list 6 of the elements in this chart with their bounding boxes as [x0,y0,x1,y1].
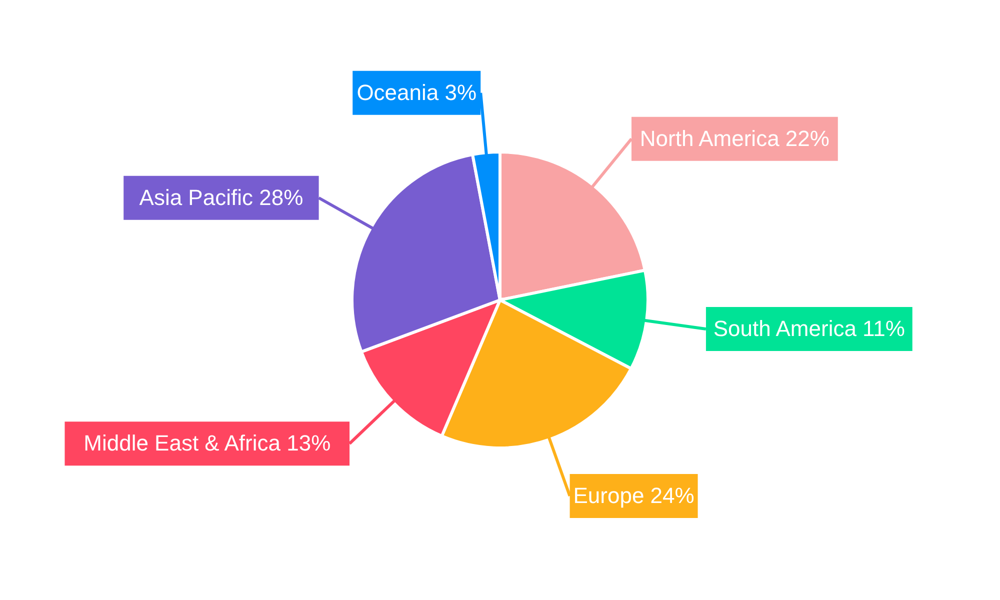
slice-label: South America 11% [713,316,905,342]
slice-label: Oceania 3% [356,80,477,105]
slice-label: Middle East & Africa 13% [84,430,331,456]
slice-label: Asia Pacific 28% [139,184,304,210]
slice-label: Europe 24% [573,482,694,508]
slice-label: North America 22% [640,126,830,151]
